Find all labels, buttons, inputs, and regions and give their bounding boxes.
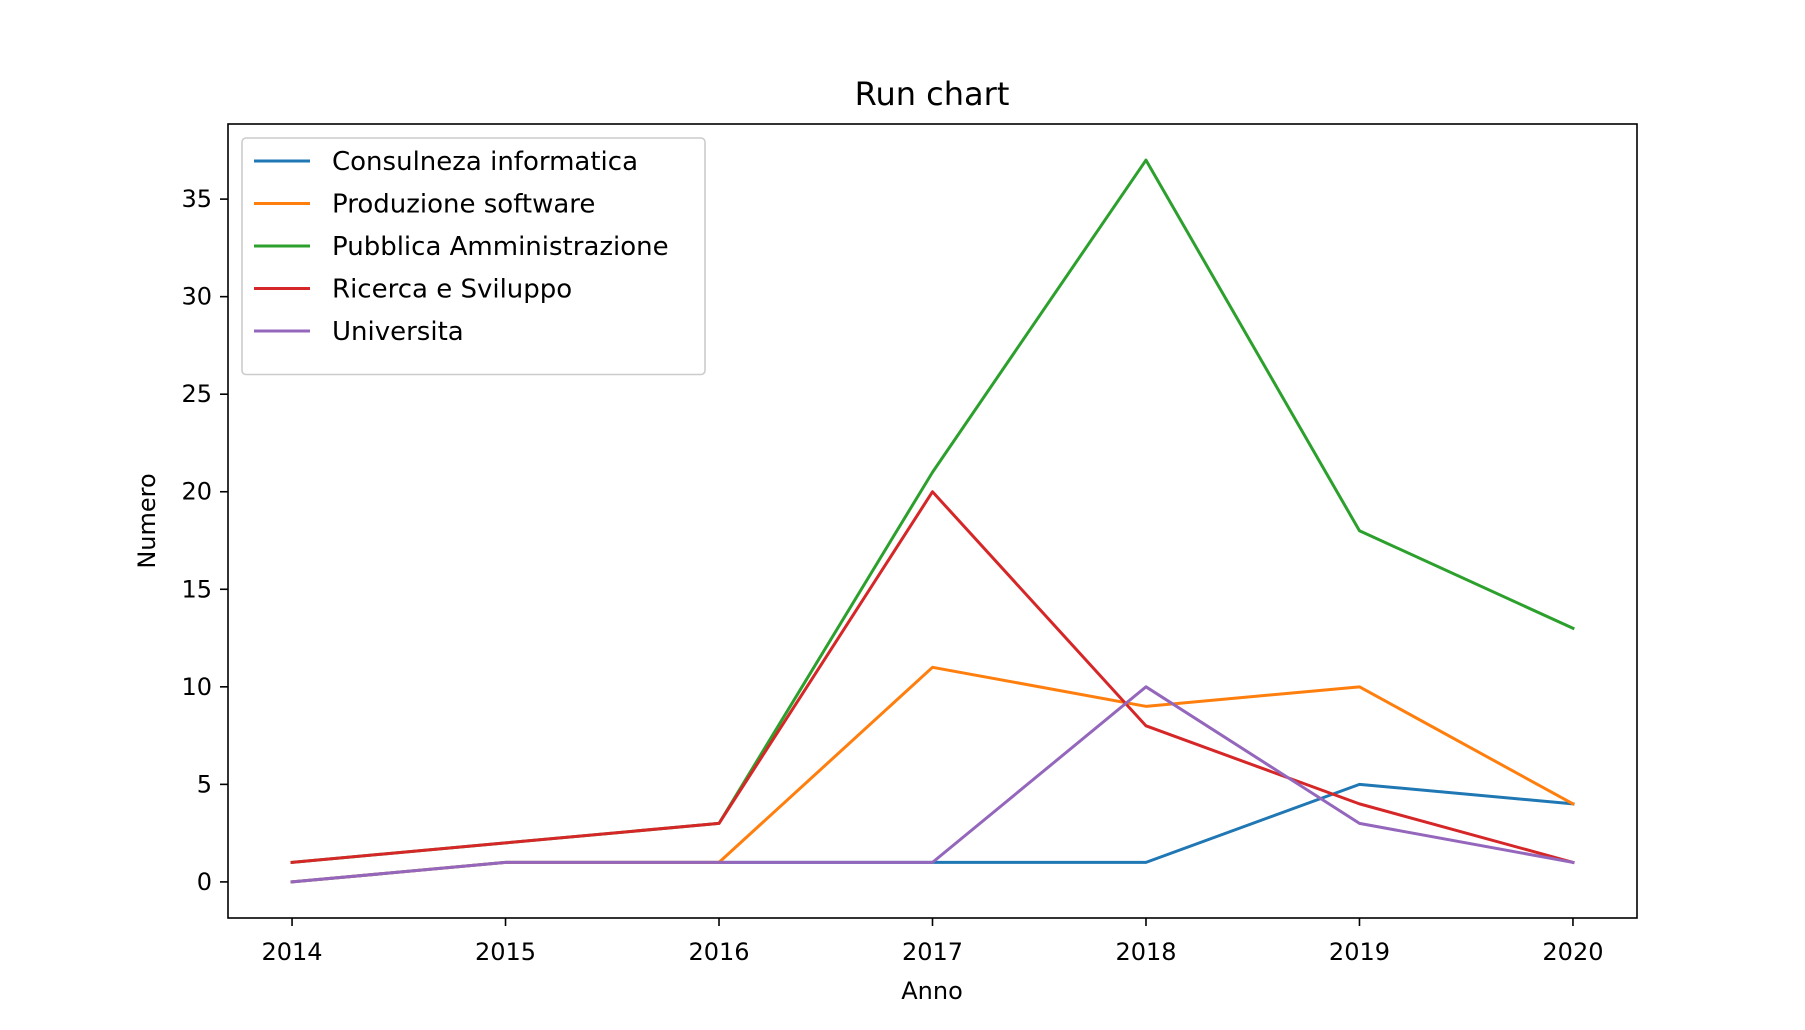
y-tick-label: 35	[181, 185, 212, 213]
legend-entry-label: Ricerca e Sviluppo	[332, 275, 572, 305]
legend-entry-label: Produzione software	[332, 190, 595, 220]
x-tick-label: 2019	[1329, 938, 1390, 966]
series-line-consulneza-informatica	[290, 782, 1575, 884]
plot-frame	[227, 123, 1638, 919]
y-tick-label: 15	[181, 575, 212, 603]
y-tick-label: 10	[181, 673, 212, 701]
series-line-ricerca-e-sviluppo	[290, 490, 1575, 865]
series-line-produzione-software	[290, 665, 1575, 884]
series-line-universita	[290, 685, 1575, 884]
y-tick-label: 20	[181, 478, 212, 506]
series-layer	[290, 158, 1575, 884]
legend-entry-label: Consulneza informatica	[332, 147, 638, 177]
x-tick-label: 2018	[1115, 938, 1176, 966]
y-tick-label: 30	[181, 283, 212, 311]
legend: Consulneza informatica Produzione softwar…	[241, 137, 706, 376]
y-axis-label: Numero	[133, 473, 161, 568]
legend-box	[241, 137, 706, 376]
legend-entry-label: Pubblica Amministrazione	[332, 232, 669, 262]
y-axis: 0 5 10 15 20 25 30 35	[181, 185, 228, 896]
x-tick-label: 2016	[688, 938, 749, 966]
legend-entry-label: Universita	[332, 317, 464, 347]
y-tick-label: 25	[181, 380, 212, 408]
x-tick-label: 2014	[262, 938, 323, 966]
x-tick-label: 2020	[1542, 938, 1603, 966]
x-tick-label: 2017	[902, 938, 963, 966]
x-axis-label: Anno	[901, 977, 963, 1005]
x-axis: 2014 2015 2016 2017 2018 2019 2020	[262, 918, 1603, 966]
y-tick-label: 5	[197, 770, 212, 798]
y-tick-label: 0	[197, 868, 212, 896]
chart-title: Run chart	[855, 75, 1010, 113]
x-tick-label: 2015	[475, 938, 536, 966]
